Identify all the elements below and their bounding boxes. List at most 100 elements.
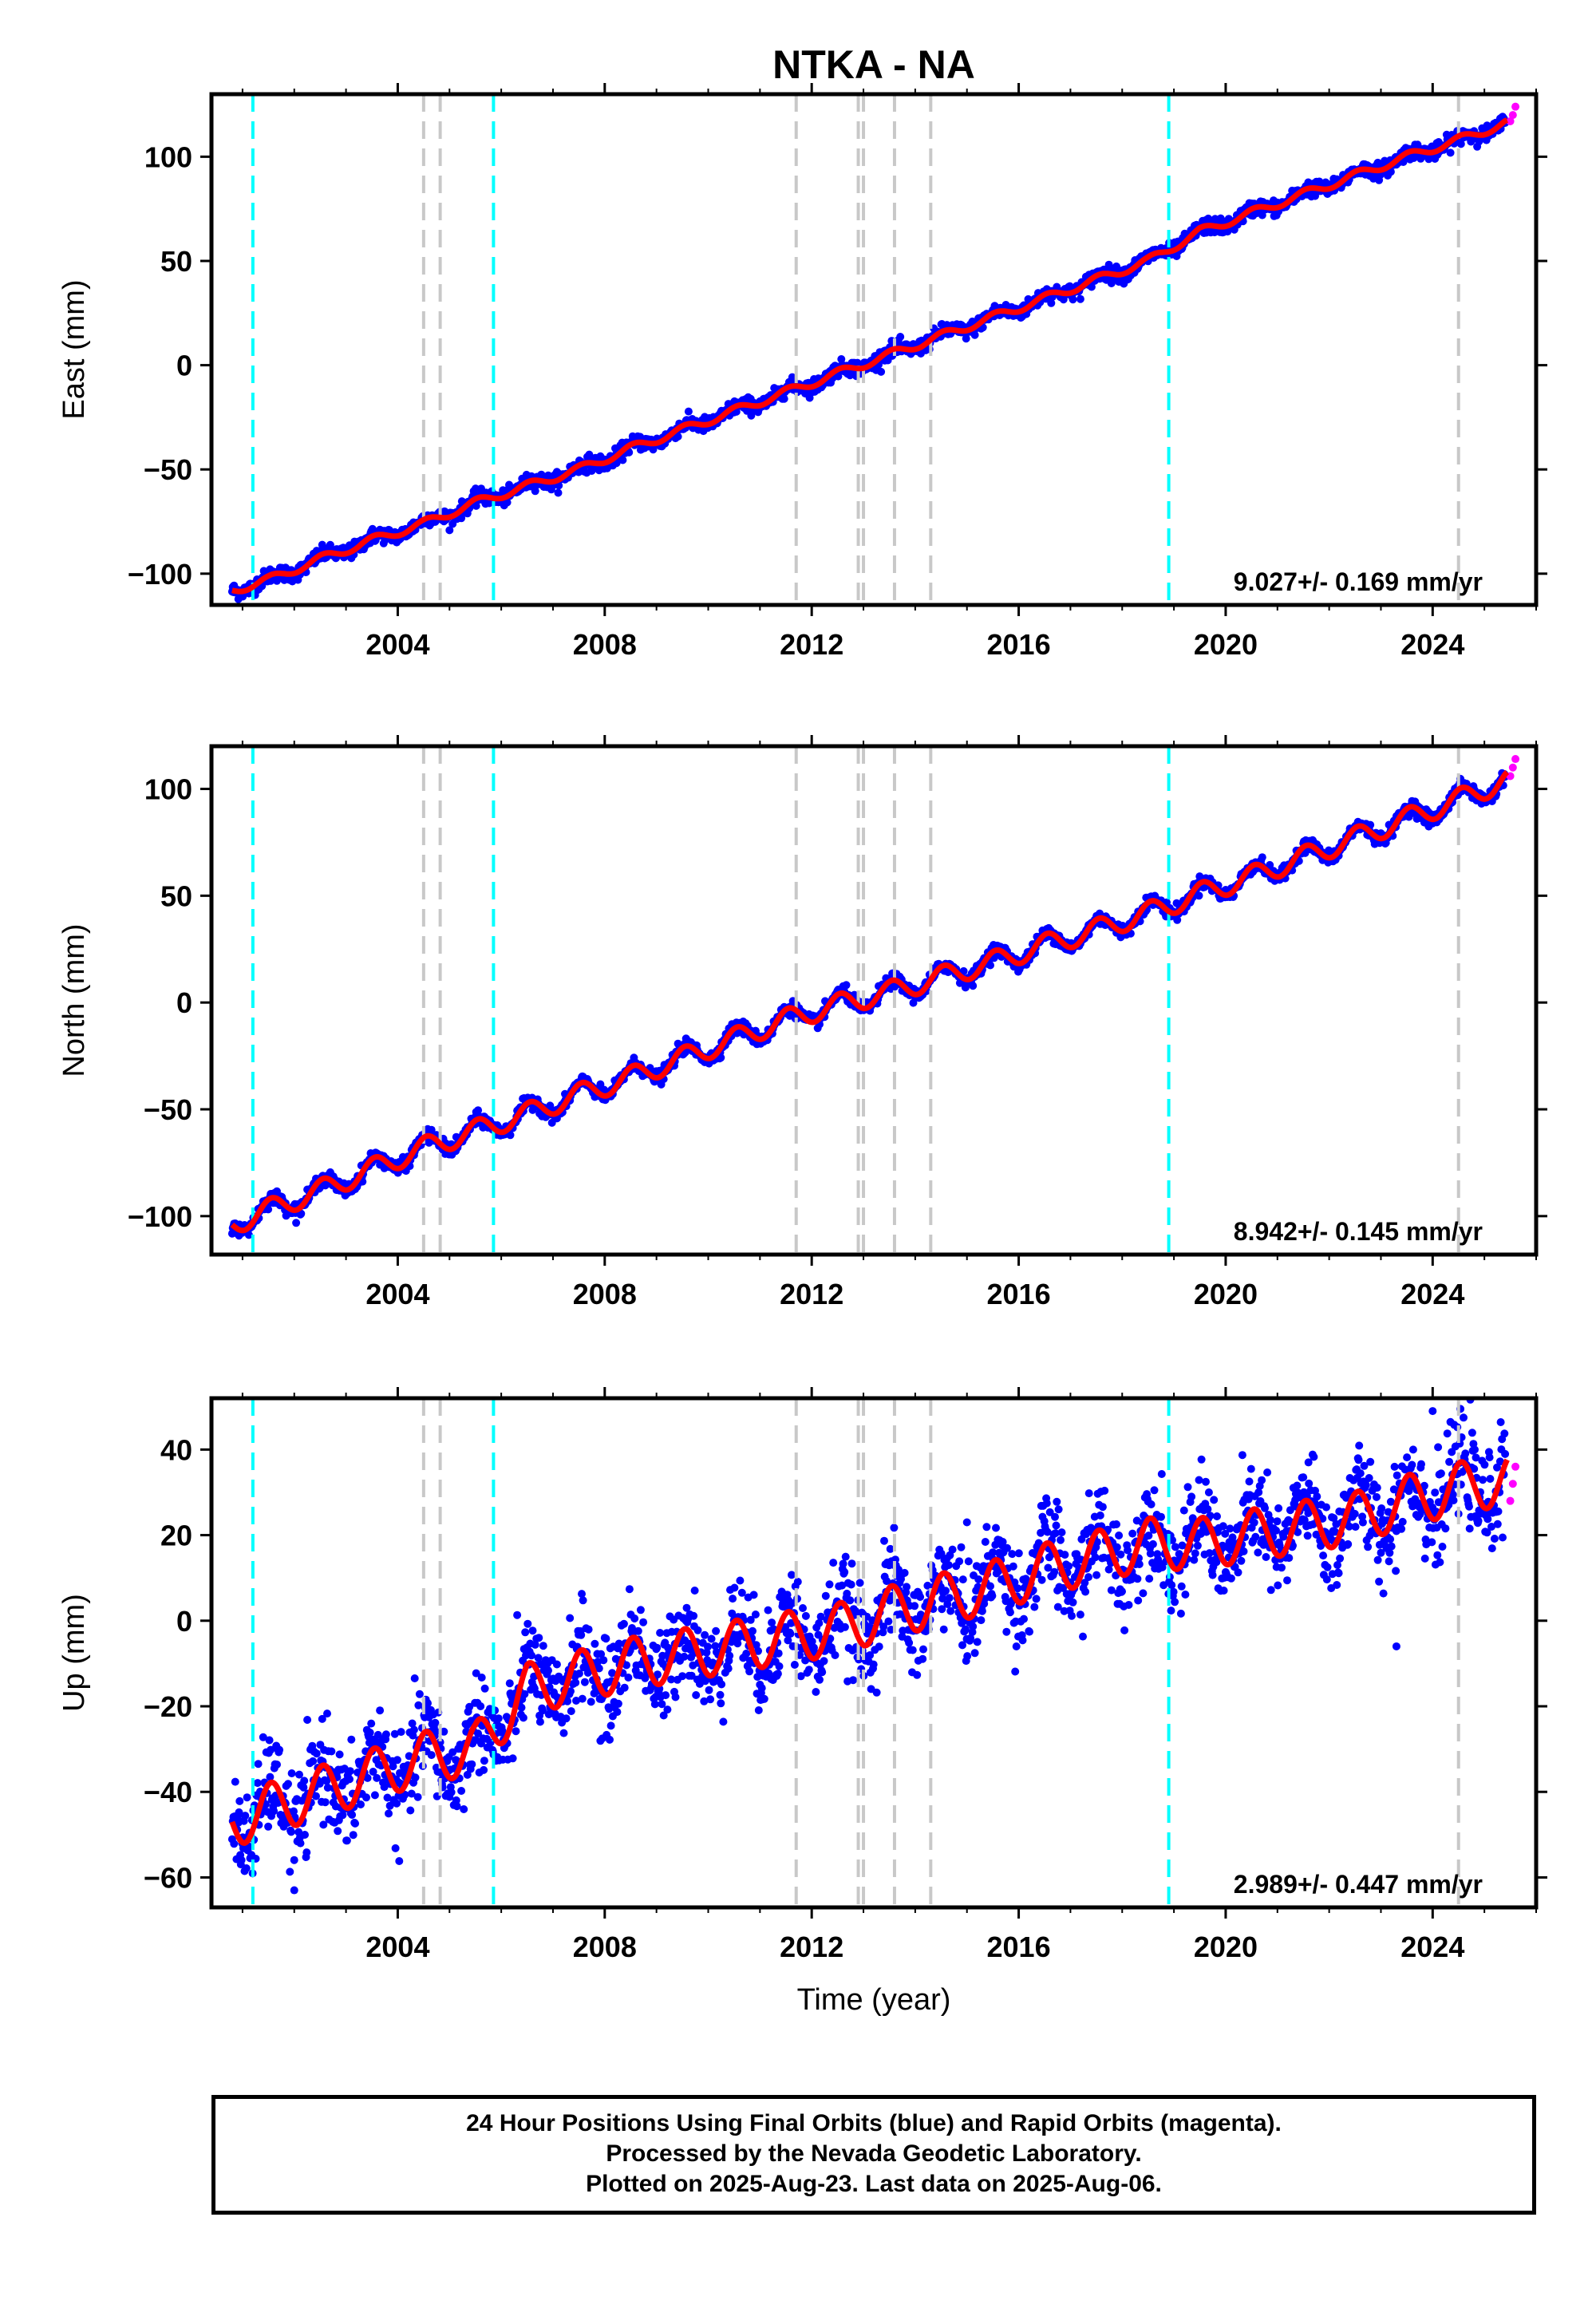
final-orbit-point [650,1700,659,1709]
final-orbit-point [705,1686,713,1694]
y-tick-label: 0 [176,986,192,1019]
final-orbit-point [346,1775,354,1784]
final-orbit-point [335,1750,344,1759]
final-orbit-point [730,1583,739,1592]
final-orbit-point [877,367,886,376]
final-orbit-point [693,1626,702,1634]
final-orbit-point [662,1691,670,1700]
final-orbit-point [301,1831,309,1839]
final-orbit-point [284,1780,292,1788]
final-orbit-point [959,966,968,975]
final-orbit-point [1195,891,1203,900]
x-tick-label: 2024 [1400,1278,1464,1310]
x-tick-label: 2008 [573,1278,637,1310]
rapid-orbit-point [1506,117,1515,125]
final-orbit-point [349,1831,358,1840]
final-orbit-point [692,1691,701,1699]
final-orbit-point [326,540,334,549]
final-orbit-point [663,1705,672,1714]
final-orbit-point [243,1793,251,1802]
y-tick-label: 50 [160,879,192,912]
final-orbit-point [587,1697,595,1706]
final-orbit-point [244,1231,253,1239]
final-orbit-point [286,1828,295,1836]
final-orbit-point [342,1836,351,1845]
final-orbit-point [969,982,978,990]
final-orbit-point [1456,140,1465,148]
final-orbit-point [480,1765,488,1774]
final-orbit-point [719,1717,728,1726]
final-orbit-point [671,1693,680,1701]
final-orbit-point [636,1606,645,1614]
x-tick-label: 2004 [365,1278,429,1310]
final-orbit-point [552,1660,561,1669]
final-orbit-point [539,1642,547,1650]
y-tick-label: 50 [160,245,192,278]
final-orbit-point [1087,283,1096,291]
rapid-orbit-point [1508,763,1517,772]
final-orbit-point [472,484,480,493]
x-tick-label: 2004 [365,628,429,661]
final-orbit-point [231,1777,239,1786]
final-orbit-point [618,456,627,464]
final-orbit-point [477,1674,486,1682]
final-orbit-point [296,1839,305,1848]
final-orbit-point [559,1729,568,1737]
final-orbit-point [591,1639,599,1648]
final-orbit-point [351,1819,359,1828]
final-orbit-point [273,1761,281,1769]
final-orbit-point [620,1683,629,1692]
final-orbit-point [406,1806,415,1815]
final-orbit-point [237,1856,246,1864]
final-orbit-point [264,1205,273,1214]
final-orbit-point [506,1131,515,1140]
y-tick-label: −50 [144,1093,192,1126]
final-orbit-point [327,1747,336,1756]
final-orbit-point [397,1728,405,1737]
final-orbit-point [579,1596,587,1605]
rapid-orbit-point [1511,102,1520,111]
final-orbit-point [535,1634,543,1642]
final-orbit-point [270,1807,279,1816]
final-orbit-point [624,1674,633,1682]
up-scatter-points [227,1398,1520,1895]
final-orbit-point [639,1618,648,1626]
final-orbit-point [1446,148,1455,157]
final-orbit-point [409,1725,418,1734]
final-orbit-point [606,1721,615,1730]
final-orbit-point [275,1745,284,1754]
final-orbit-point [584,1625,593,1634]
final-orbit-point [254,1760,263,1769]
x-tick-label: 2024 [1400,628,1464,661]
final-orbit-point [513,1611,522,1619]
final-orbit-point [427,1751,436,1760]
final-orbit-point [302,1848,311,1857]
final-orbit-point [842,981,851,990]
final-orbit-point [376,1706,385,1715]
final-orbit-point [381,1730,390,1739]
final-orbit-point [729,1595,737,1603]
final-orbit-point [704,1642,712,1651]
final-orbit-point [468,1760,476,1769]
x-tick-label: 2016 [987,628,1051,661]
final-orbit-point [480,1684,489,1693]
final-orbit-point [295,1770,303,1779]
final-orbit-point [716,1690,725,1699]
final-orbit-point [614,1699,622,1708]
east-vertical-lines [251,94,1460,605]
final-orbit-point [1047,298,1056,307]
east-ylabel: East (mm) [57,279,91,419]
final-orbit-point [474,1106,483,1115]
final-orbit-point [414,1701,423,1709]
final-orbit-point [630,1614,639,1622]
y-tick-label: 100 [144,773,192,806]
final-orbit-point [578,1694,587,1703]
final-orbit-point [452,1802,461,1811]
final-orbit-point [290,1856,298,1864]
final-orbit-point [986,961,994,970]
final-orbit-point [562,1714,571,1723]
final-orbit-point [896,333,905,341]
final-orbit-point [571,1678,580,1687]
final-orbit-point [554,488,563,497]
y-tick-label: −100 [128,1200,192,1233]
